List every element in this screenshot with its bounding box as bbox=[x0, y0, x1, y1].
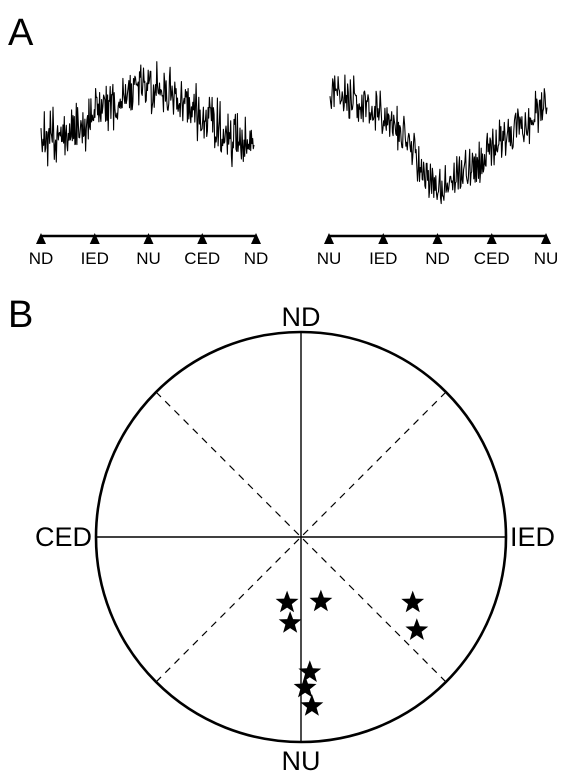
panel-a-right: NU IED ND CED NU bbox=[317, 75, 559, 268]
left-tick-label-0: ND bbox=[29, 249, 54, 268]
star-marker-2 bbox=[279, 611, 302, 633]
stars bbox=[276, 590, 429, 716]
right-tick-label-4: NU bbox=[534, 249, 559, 268]
right-tick-label-3: CED bbox=[474, 249, 510, 268]
left-tick-arrow-4 bbox=[251, 233, 261, 244]
ticks-right: NU IED ND CED NU bbox=[317, 233, 559, 268]
panel-a-letter: A bbox=[8, 12, 34, 54]
trace-right bbox=[330, 75, 547, 204]
left-tick-label-1: IED bbox=[81, 249, 109, 268]
label-left: CED bbox=[35, 522, 92, 552]
star-marker-3 bbox=[401, 591, 424, 613]
star-marker-1 bbox=[310, 590, 333, 612]
right-tick-label-0: NU bbox=[317, 249, 342, 268]
right-tick-arrow-4 bbox=[541, 233, 551, 244]
left-tick-arrow-1 bbox=[90, 233, 100, 244]
right-tick-arrow-3 bbox=[487, 233, 497, 244]
right-tick-arrow-0 bbox=[324, 233, 334, 244]
trace-left bbox=[41, 62, 254, 167]
label-top: ND bbox=[282, 302, 321, 332]
star-marker-4 bbox=[405, 618, 428, 640]
left-tick-arrow-3 bbox=[197, 233, 207, 244]
left-tick-arrow-2 bbox=[144, 233, 154, 244]
star-marker-5 bbox=[298, 660, 321, 682]
right-tick-arrow-1 bbox=[378, 233, 388, 244]
left-tick-label-2: NU bbox=[136, 249, 161, 268]
left-tick-label-3: CED bbox=[184, 249, 220, 268]
left-tick-arrow-0 bbox=[36, 233, 46, 244]
star-marker-0 bbox=[276, 591, 299, 613]
left-tick-label-4: ND bbox=[244, 249, 269, 268]
label-right: IED bbox=[510, 522, 555, 552]
label-bottom: NU bbox=[282, 746, 321, 776]
panel-b-letter: B bbox=[8, 294, 33, 336]
ticks-left: ND IED NU CED ND bbox=[29, 233, 269, 268]
polar-plot: ND NU CED IED bbox=[35, 302, 555, 776]
star-marker-7 bbox=[301, 694, 324, 716]
right-tick-label-1: IED bbox=[369, 249, 397, 268]
right-tick-label-2: ND bbox=[425, 249, 450, 268]
panel-a-left: ND IED NU CED ND bbox=[29, 62, 269, 268]
right-tick-arrow-2 bbox=[433, 233, 443, 244]
